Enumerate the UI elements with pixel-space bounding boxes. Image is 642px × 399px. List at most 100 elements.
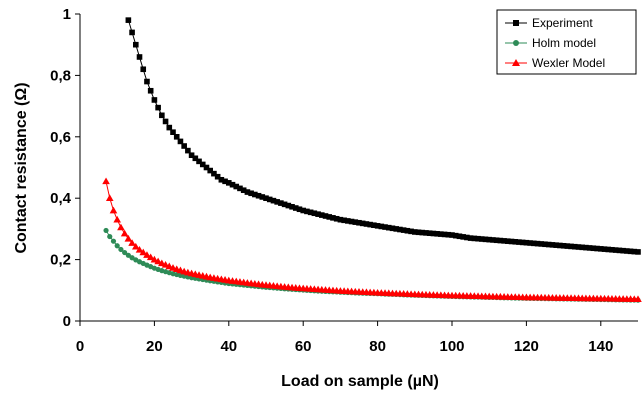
data-point — [419, 229, 426, 236]
data-point — [434, 231, 440, 237]
data-point — [542, 241, 548, 248]
data-point — [155, 104, 161, 111]
data-point — [564, 243, 571, 249]
data-point — [408, 228, 414, 235]
data-point — [341, 217, 347, 224]
data-point — [196, 158, 202, 165]
data-point — [292, 205, 299, 211]
data-point — [400, 227, 407, 233]
data-point — [571, 243, 578, 250]
data-point — [356, 219, 362, 226]
data-point — [255, 192, 262, 199]
data-point — [337, 216, 344, 223]
data-point — [237, 185, 243, 192]
data-point — [575, 244, 582, 250]
data-point — [330, 215, 336, 221]
data-point — [133, 41, 139, 48]
data-point — [199, 161, 206, 168]
data-point — [135, 245, 144, 253]
data-point — [144, 78, 150, 85]
data-point — [423, 230, 429, 236]
data-point — [460, 234, 466, 240]
data-point — [363, 221, 370, 227]
data-point — [359, 220, 366, 227]
data-point — [143, 251, 151, 258]
x-tick-label: 60 — [295, 338, 312, 355]
data-point — [624, 248, 630, 254]
data-point — [107, 233, 113, 240]
data-point — [259, 194, 266, 200]
data-point — [233, 183, 240, 190]
x-tick-label: 140 — [588, 338, 613, 355]
data-point — [598, 246, 604, 252]
data-point — [281, 201, 288, 208]
data-point — [497, 237, 504, 244]
data-point — [609, 246, 615, 253]
data-point — [128, 239, 136, 246]
data-point — [296, 206, 303, 213]
data-point — [322, 213, 329, 219]
data-point — [154, 257, 162, 265]
data-point — [594, 245, 600, 252]
data-point — [285, 202, 292, 209]
data-point — [635, 249, 641, 255]
data-point — [263, 195, 269, 201]
data-point — [132, 242, 140, 250]
data-point — [545, 241, 552, 248]
data-point — [482, 236, 489, 243]
data-point — [278, 200, 284, 206]
data-point — [534, 240, 541, 247]
data-point — [181, 143, 187, 149]
data-point — [252, 191, 258, 198]
data-point — [549, 242, 556, 248]
data-point — [289, 203, 295, 210]
data-point — [616, 247, 623, 254]
series-holm-model — [103, 227, 641, 303]
legend-item: Holm model — [505, 36, 596, 50]
data-point — [129, 29, 135, 36]
data-point — [139, 248, 148, 256]
data-point — [501, 238, 507, 244]
data-point — [389, 225, 396, 232]
legend-label: Holm model — [532, 36, 596, 50]
data-point — [150, 255, 159, 263]
data-point — [579, 244, 585, 251]
x-tick-label: 80 — [369, 338, 386, 355]
data-point — [319, 212, 325, 218]
data-point — [345, 218, 351, 224]
data-point — [441, 231, 448, 238]
x-tick-label: 100 — [439, 338, 464, 355]
data-point — [627, 248, 634, 255]
y-tick-label: 0,6 — [50, 129, 71, 146]
legend-item: Experiment — [505, 16, 593, 30]
data-point — [385, 224, 392, 231]
data-point — [371, 222, 377, 229]
data-point — [404, 227, 411, 234]
data-point — [516, 239, 522, 245]
legend-item: Wexler Model — [505, 56, 605, 70]
data-point — [170, 129, 176, 135]
data-point — [240, 187, 247, 194]
x-tick-label: 120 — [514, 338, 539, 355]
data-point — [307, 209, 314, 216]
data-point — [382, 224, 388, 230]
data-point — [136, 54, 143, 60]
data-point — [146, 253, 155, 261]
data-point — [173, 134, 180, 140]
data-point — [393, 226, 399, 232]
data-point — [270, 197, 277, 204]
data-point — [102, 177, 110, 185]
data-point — [612, 247, 619, 253]
data-point — [120, 229, 129, 237]
data-point — [505, 238, 511, 244]
data-point — [445, 231, 452, 238]
data-point — [449, 232, 455, 238]
data-point — [274, 199, 280, 205]
series-experiment — [125, 17, 641, 255]
data-point — [185, 147, 191, 154]
series-line — [105, 230, 638, 301]
legend: Experiment Holm model Wexler Model — [496, 9, 637, 75]
data-point — [586, 245, 593, 251]
axes-layer: 0 0,2 0,4 0,6 0,8 1 0 20 40 60 80 100 120 140 — [50, 6, 638, 355]
data-point — [118, 246, 124, 253]
